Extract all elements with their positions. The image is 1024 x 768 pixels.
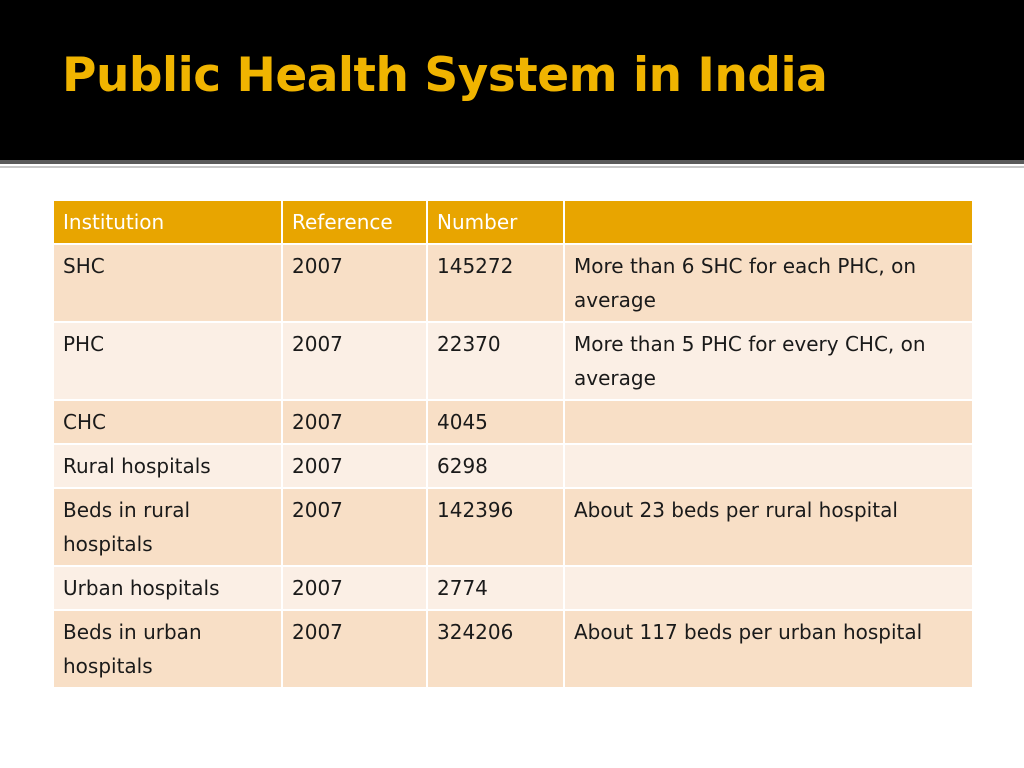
cell-notes: More than 6 SHC for each PHC, on average (563, 243, 974, 323)
title-band: Public Health System in India (0, 0, 1024, 160)
cell-number: 22370 (426, 321, 565, 401)
table-row: Beds in rural hospitals 2007 142396 Abou… (52, 487, 974, 567)
table-row: PHC 2007 22370 More than 5 PHC for every… (52, 321, 974, 401)
cell-reference: 2007 (281, 399, 428, 445)
table-row: Urban hospitals 2007 2774 (52, 565, 974, 611)
cell-number: 145272 (426, 243, 565, 323)
cell-reference: 2007 (281, 243, 428, 323)
header-notes (563, 199, 974, 245)
cell-number: 4045 (426, 399, 565, 445)
cell-number: 324206 (426, 609, 565, 689)
cell-notes (563, 565, 974, 611)
cell-reference: 2007 (281, 487, 428, 567)
cell-number: 142396 (426, 487, 565, 567)
header-number: Number (426, 199, 565, 245)
cell-reference: 2007 (281, 565, 428, 611)
cell-institution: CHC (52, 399, 283, 445)
cell-reference: 2007 (281, 609, 428, 689)
table-row: Rural hospitals 2007 6298 (52, 443, 974, 489)
title-divider (0, 160, 1024, 164)
cell-notes: About 23 beds per rural hospital (563, 487, 974, 567)
header-reference: Reference (281, 199, 428, 245)
health-system-table: Institution Reference Number SHC 2007 14… (52, 199, 974, 689)
slide-title: Public Health System in India (62, 48, 828, 103)
cell-institution: Beds in urban hospitals (52, 609, 283, 689)
cell-institution: Beds in rural hospitals (52, 487, 283, 567)
cell-reference: 2007 (281, 321, 428, 401)
cell-number: 2774 (426, 565, 565, 611)
table-row: CHC 2007 4045 (52, 399, 974, 445)
cell-notes: More than 5 PHC for every CHC, on averag… (563, 321, 974, 401)
cell-notes (563, 399, 974, 445)
cell-institution: SHC (52, 243, 283, 323)
cell-institution: Rural hospitals (52, 443, 283, 489)
table-row: SHC 2007 145272 More than 6 SHC for each… (52, 243, 974, 323)
cell-notes: About 117 beds per urban hospital (563, 609, 974, 689)
header-institution: Institution (52, 199, 283, 245)
cell-notes (563, 443, 974, 489)
cell-reference: 2007 (281, 443, 428, 489)
cell-number: 6298 (426, 443, 565, 489)
table-header-row: Institution Reference Number (52, 199, 974, 245)
table-row: Beds in urban hospitals 2007 324206 Abou… (52, 609, 974, 689)
title-divider-light (0, 166, 1024, 168)
cell-institution: PHC (52, 321, 283, 401)
cell-institution: Urban hospitals (52, 565, 283, 611)
